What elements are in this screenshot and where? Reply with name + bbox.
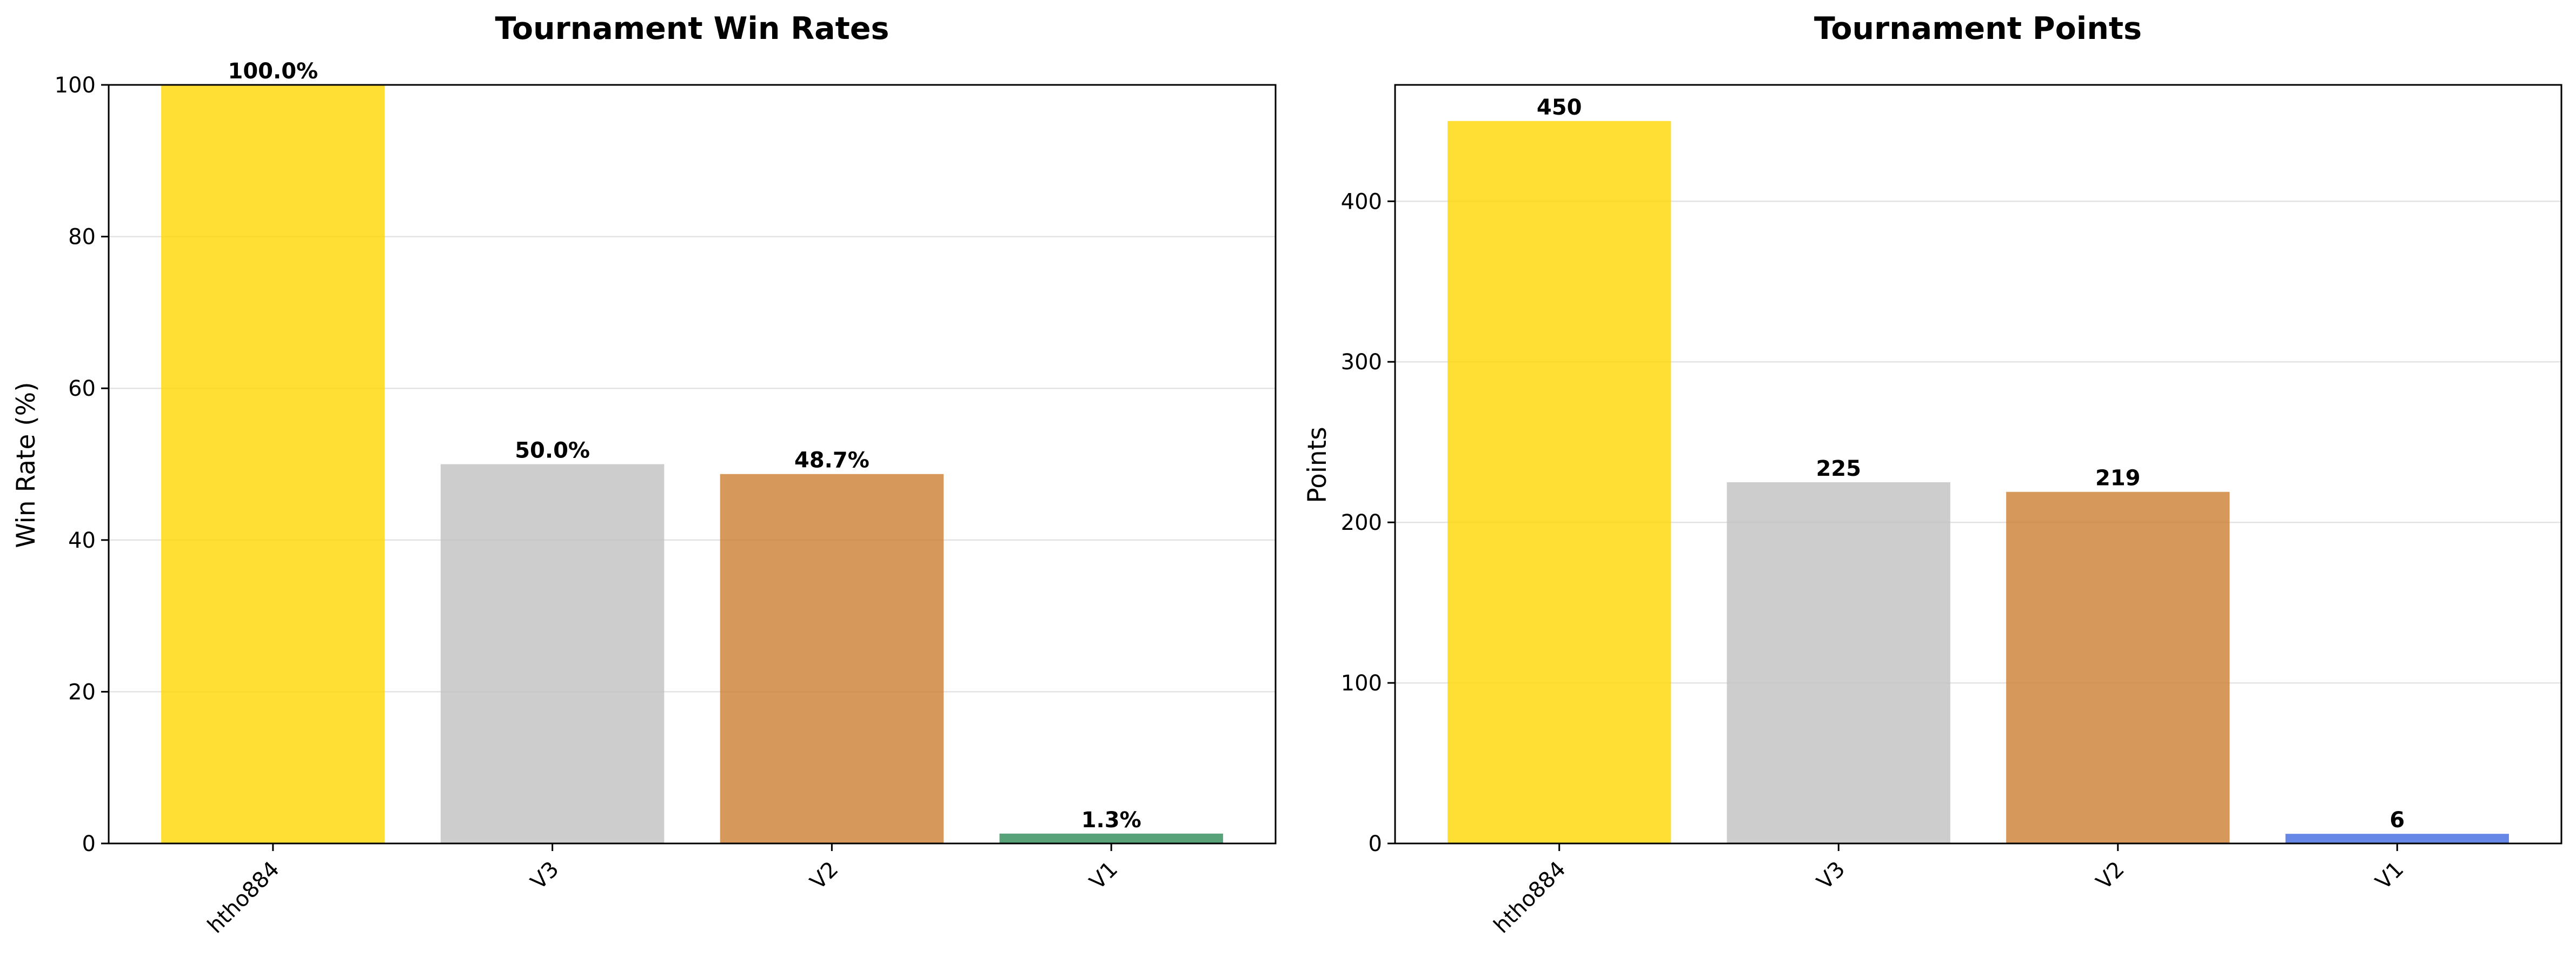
points-bar-htho884 <box>1448 121 1671 843</box>
win-rate-y-tick-label: 40 <box>68 528 96 553</box>
points-y-tick-label: 100 <box>1341 671 1382 696</box>
points-y-tick-label: 200 <box>1341 510 1382 535</box>
win-rate-bar-v2 <box>720 474 944 843</box>
win-rate-bar-v3 <box>440 464 665 843</box>
win-rate-value-label-v1: 1.3% <box>1081 808 1141 833</box>
points-y-ticks: 0 100 200 300 400 <box>1341 189 1395 856</box>
win-rate-y-ticks: 0 20 40 60 80 100 <box>55 73 109 856</box>
points-y-axis-label: Points <box>1303 427 1332 503</box>
points-y-tick-label: 300 <box>1341 350 1382 375</box>
win-rate-value-label-v2: 48.7% <box>794 448 869 473</box>
points-value-label-v1: 6 <box>2389 808 2405 833</box>
win-rate-value-label-htho884: 100.0% <box>228 59 318 84</box>
win-rate-value-label-v3: 50.0% <box>515 438 590 463</box>
points-value-label-htho884: 450 <box>1537 95 1582 120</box>
win-rate-y-tick-label: 0 <box>82 832 96 856</box>
win-rate-value-labels: 100.0% 50.0% 48.7% 1.3% <box>228 59 1141 833</box>
win-rate-bars <box>161 85 1223 843</box>
win-rate-y-tick-label: 100 <box>55 73 96 98</box>
points-bar-v2 <box>2006 491 2230 843</box>
win-rate-plot-frame <box>108 84 1277 845</box>
points-value-label-v3: 225 <box>1816 456 1861 481</box>
points-plot-frame <box>1394 84 2562 845</box>
points-y-tick-label: 0 <box>1369 832 1382 856</box>
win-rate-y-tick-label: 80 <box>68 225 96 250</box>
points-chart-title: Tournament Points <box>1814 11 2142 46</box>
win-rate-chart: Tournament Win Rates Win Rate (%) 100.0%… <box>11 11 1277 938</box>
points-bar-v3 <box>1727 482 1950 843</box>
win-rate-y-axis-label: Win Rate (%) <box>11 382 41 548</box>
win-rate-bar-htho884 <box>161 85 385 843</box>
points-bars <box>1448 121 2509 843</box>
points-y-tick-label: 400 <box>1341 189 1382 214</box>
win-rate-chart-title: Tournament Win Rates <box>495 11 889 46</box>
win-rate-bar-v1 <box>999 833 1223 843</box>
points-bar-v1 <box>2285 834 2509 843</box>
points-value-label-v2: 219 <box>2095 466 2141 491</box>
points-value-labels: 450 225 219 6 <box>1537 95 2405 833</box>
win-rate-y-tick-label: 20 <box>68 680 96 705</box>
win-rate-y-tick-label: 60 <box>68 376 96 401</box>
